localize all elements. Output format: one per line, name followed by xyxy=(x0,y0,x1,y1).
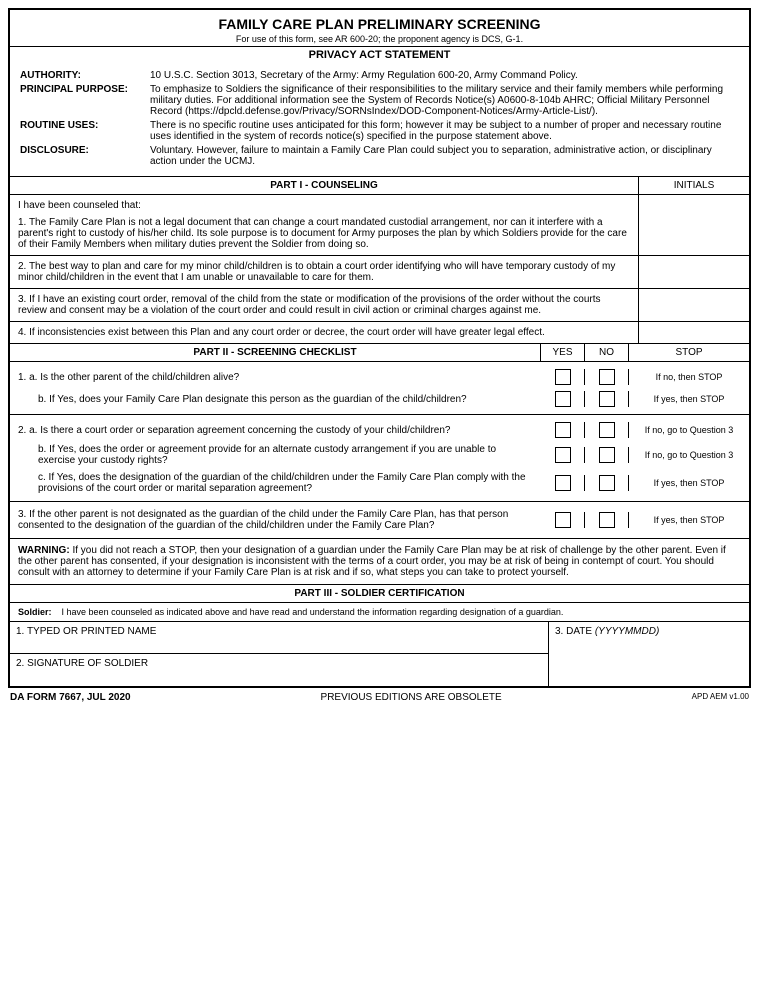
checkbox-2c-no[interactable] xyxy=(599,475,615,491)
form-number: DA FORM 7667, JUL 2020 xyxy=(10,692,131,703)
privacy-heading: PRIVACY ACT STATEMENT xyxy=(10,46,749,63)
no-header: NO xyxy=(585,344,629,361)
authority-label: AUTHORITY: xyxy=(20,70,150,81)
initials-field-3[interactable] xyxy=(639,289,749,321)
purpose-text: To emphasize to Soldiers the significanc… xyxy=(150,84,739,117)
counsel-intro: I have been counseled that: xyxy=(18,200,630,217)
disclosure-label: DISCLOSURE: xyxy=(20,145,150,167)
warning-block: WARNING: If you did not reach a STOP, th… xyxy=(10,539,749,585)
counsel-item-3: 3. If I have an existing court order, re… xyxy=(10,289,639,321)
counsel-row-1: I have been counseled that: 1. The Famil… xyxy=(10,195,749,256)
part3-heading: PART III - SOLDIER CERTIFICATION xyxy=(10,585,749,603)
soldier-label: Soldier: xyxy=(18,607,52,617)
counsel-row-2: 2. The best way to plan and care for my … xyxy=(10,256,749,289)
signature-field[interactable]: 2. SIGNATURE OF SOLDIER xyxy=(10,654,548,686)
counsel-row-4: 4. If inconsistencies exist between this… xyxy=(10,322,749,344)
version-tag: APD AEM v1.00 xyxy=(692,692,749,703)
initials-field-1[interactable] xyxy=(639,195,749,255)
soldier-line: Soldier: I have been counseled as indica… xyxy=(10,603,749,622)
checkbox-2b-no[interactable] xyxy=(599,447,615,463)
stop-3: If yes, then STOP xyxy=(629,515,749,525)
certification-row: 1. TYPED OR PRINTED NAME 2. SIGNATURE OF… xyxy=(10,622,749,686)
checkbox-2b-yes[interactable] xyxy=(555,447,571,463)
counsel-item-2: 2. The best way to plan and care for my … xyxy=(10,256,639,288)
form-container: FAMILY CARE PLAN PRELIMINARY SCREENING F… xyxy=(8,8,751,688)
part2-heading: PART II - SCREENING CHECKLIST xyxy=(10,344,541,361)
purpose-label: PRINCIPAL PURPOSE: xyxy=(20,84,150,117)
routine-label: ROUTINE USES: xyxy=(20,120,150,142)
check-section-3: 3. If the other parent is not designated… xyxy=(10,502,749,539)
stop-1b: If yes, then STOP xyxy=(629,394,749,404)
date-field[interactable]: 3. DATE (YYYYMMDD) xyxy=(549,622,749,686)
checkbox-2c-yes[interactable] xyxy=(555,475,571,491)
stop-2b: If no, go to Question 3 xyxy=(629,450,749,460)
part1-heading: PART I - COUNSELING xyxy=(10,177,639,194)
question-2a: 2. a. Is there a court order or separati… xyxy=(10,425,541,436)
stop-2c: If yes, then STOP xyxy=(629,478,749,488)
stop-header: STOP xyxy=(629,344,749,361)
counsel-item-4: 4. If inconsistencies exist between this… xyxy=(10,322,639,343)
privacy-body: AUTHORITY: 10 U.S.C. Section 3013, Secre… xyxy=(10,63,749,177)
warning-label: WARNING: xyxy=(18,545,70,556)
part1-header-row: PART I - COUNSELING INITIALS xyxy=(10,177,749,195)
checkbox-1b-no[interactable] xyxy=(599,391,615,407)
checkbox-3-no[interactable] xyxy=(599,512,615,528)
initials-header: INITIALS xyxy=(639,177,749,194)
stop-2a: If no, go to Question 3 xyxy=(629,425,749,435)
checkbox-2a-yes[interactable] xyxy=(555,422,571,438)
check-section-1: 1. a. Is the other parent of the child/c… xyxy=(10,362,749,415)
warning-text: If you did not reach a STOP, then your d… xyxy=(18,545,726,578)
obsolete-notice: PREVIOUS EDITIONS ARE OBSOLETE xyxy=(131,692,692,703)
question-1b: b. If Yes, does your Family Care Plan de… xyxy=(10,394,541,405)
stop-1a: If no, then STOP xyxy=(629,372,749,382)
soldier-text: I have been counseled as indicated above… xyxy=(62,607,564,617)
signature-label: 2. SIGNATURE OF SOLDIER xyxy=(16,658,148,669)
checkbox-2a-no[interactable] xyxy=(599,422,615,438)
initials-field-4[interactable] xyxy=(639,322,749,343)
name-label: 1. TYPED OR PRINTED NAME xyxy=(16,626,156,637)
date-format: (YYYYMMDD) xyxy=(595,626,659,637)
checkbox-1a-yes[interactable] xyxy=(555,369,571,385)
routine-text: There is no specific routine uses antici… xyxy=(150,120,739,142)
name-field[interactable]: 1. TYPED OR PRINTED NAME xyxy=(10,622,548,654)
check-section-2: 2. a. Is there a court order or separati… xyxy=(10,415,749,502)
yes-header: YES xyxy=(541,344,585,361)
footer: DA FORM 7667, JUL 2020 PREVIOUS EDITIONS… xyxy=(8,688,751,703)
part2-header-row: PART II - SCREENING CHECKLIST YES NO STO… xyxy=(10,344,749,362)
authority-text: 10 U.S.C. Section 3013, Secretary of the… xyxy=(150,70,739,81)
question-1a: 1. a. Is the other parent of the child/c… xyxy=(10,372,541,383)
question-3: 3. If the other parent is not designated… xyxy=(10,509,541,531)
counsel-item-1: 1. The Family Care Plan is not a legal d… xyxy=(18,217,630,250)
form-subtitle: For use of this form, see AR 600-20; the… xyxy=(10,34,749,44)
form-title: FAMILY CARE PLAN PRELIMINARY SCREENING xyxy=(10,16,749,32)
date-label: 3. DATE xyxy=(555,626,592,637)
counsel-row-3: 3. If I have an existing court order, re… xyxy=(10,289,749,322)
initials-field-2[interactable] xyxy=(639,256,749,288)
checkbox-1b-yes[interactable] xyxy=(555,391,571,407)
checkbox-1a-no[interactable] xyxy=(599,369,615,385)
checkbox-3-yes[interactable] xyxy=(555,512,571,528)
question-2b: b. If Yes, does the order or agreement p… xyxy=(10,444,541,466)
form-header: FAMILY CARE PLAN PRELIMINARY SCREENING F… xyxy=(10,10,749,46)
disclosure-text: Voluntary. However, failure to maintain … xyxy=(150,145,739,167)
question-2c: c. If Yes, does the designation of the g… xyxy=(10,472,541,494)
